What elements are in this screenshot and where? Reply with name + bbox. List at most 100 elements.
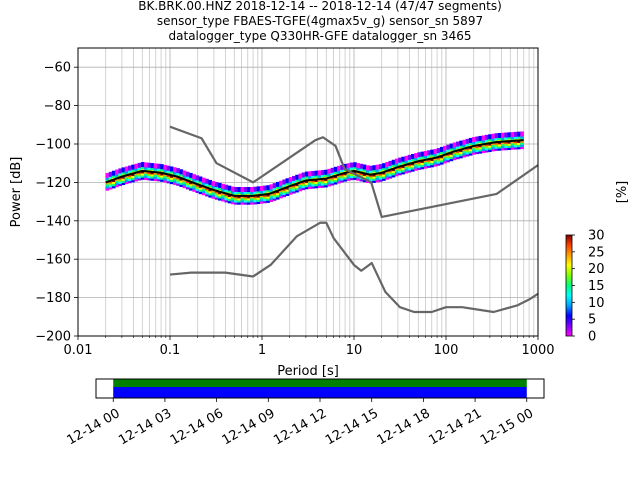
ppsd-cell bbox=[182, 170, 187, 176]
ppsd-cell bbox=[166, 165, 171, 171]
ppsd-cell bbox=[436, 148, 441, 154]
ppsd-cell bbox=[340, 164, 344, 170]
ppsd-cell bbox=[391, 159, 396, 165]
ppsd-cell bbox=[513, 131, 518, 137]
title-line-sensor: sensor_type FBAES-TGFE(4gmax5v_g) sensor… bbox=[157, 14, 483, 28]
ppsd-cell bbox=[375, 164, 380, 170]
ppsd-cell bbox=[484, 134, 489, 140]
noise-model-low-line bbox=[169, 221, 539, 314]
timeline-tick-label: 12-14 00 bbox=[65, 406, 123, 448]
colorbar-tick-label: 15 bbox=[588, 279, 605, 294]
ppsd-cell bbox=[201, 177, 206, 183]
ppsd-cell bbox=[124, 166, 129, 172]
plot-frame bbox=[77, 47, 539, 337]
ppsd-cell bbox=[417, 152, 422, 158]
ppsd-cell bbox=[256, 186, 261, 192]
ppsd-cell bbox=[488, 134, 492, 140]
noise-models-layer bbox=[169, 125, 539, 314]
ppsd-cell bbox=[317, 170, 322, 176]
timeline-tick-label: 12-14 21 bbox=[426, 406, 484, 448]
ppsd-cell bbox=[292, 175, 296, 181]
timeline-tick-label: 12-14 18 bbox=[375, 406, 433, 448]
title-line-datalogger: datalogger_type Q330HR-GFE datalogger_sn… bbox=[169, 29, 472, 43]
ppsd-cell bbox=[394, 158, 399, 164]
ppsd-cell bbox=[507, 132, 512, 138]
mean-curve-line bbox=[105, 139, 524, 197]
mean-curve-layer bbox=[105, 139, 524, 197]
ppsd-cell bbox=[494, 133, 499, 139]
ppsd-cell bbox=[404, 155, 409, 161]
ppsd-cell bbox=[343, 163, 348, 169]
noise-model-high-line bbox=[169, 125, 539, 219]
ppsd-cell bbox=[456, 141, 460, 147]
timeline-coverage-bottom bbox=[113, 387, 527, 398]
ppsd-cell bbox=[491, 133, 496, 139]
ppsd-cell bbox=[304, 171, 309, 177]
x-tick-label: 100 bbox=[434, 343, 459, 358]
ppsd-cell bbox=[111, 170, 116, 176]
y-tick-label: −200 bbox=[35, 330, 71, 345]
ppsd-cell bbox=[462, 139, 467, 145]
y-tick-label: −80 bbox=[44, 99, 71, 114]
ppsd-cell bbox=[401, 156, 405, 162]
ppsd-cell bbox=[327, 168, 332, 174]
ppsd-cell bbox=[478, 135, 483, 141]
colorbar-label: [%] bbox=[615, 181, 630, 204]
ppsd-cell bbox=[308, 171, 312, 177]
ppsd-cell bbox=[266, 185, 270, 191]
timeline-tick-label: 12-14 06 bbox=[168, 406, 226, 448]
timeline-coverage-top bbox=[113, 379, 527, 387]
ppsd-cell bbox=[446, 144, 450, 150]
x-tick-label: 0.01 bbox=[64, 343, 93, 358]
ppsd-cell bbox=[285, 178, 290, 184]
ppsd-cell bbox=[263, 185, 267, 191]
ppsd-cell bbox=[160, 164, 164, 170]
colorbar-tick-label: 25 bbox=[588, 245, 605, 260]
x-tick-label: 10 bbox=[346, 343, 363, 358]
ppsd-cell bbox=[230, 186, 235, 192]
ppsd-cell bbox=[481, 135, 486, 141]
ppsd-cell bbox=[115, 169, 119, 175]
y-tick-label: −100 bbox=[35, 138, 71, 153]
colorbar-tick-label: 0 bbox=[588, 330, 596, 345]
ppsd-cell bbox=[468, 137, 473, 143]
ppsd-cell bbox=[311, 170, 315, 176]
ppsd-cell bbox=[246, 187, 251, 193]
ppsd-cell bbox=[295, 174, 299, 180]
ppsd-cell bbox=[510, 132, 515, 138]
ppsd-cell bbox=[137, 162, 142, 168]
ppsd-cell bbox=[240, 187, 245, 193]
colorbar-gradient bbox=[565, 234, 573, 337]
x-axis-ticks: 0.01 0.1 1 10 100 1000 bbox=[64, 336, 555, 358]
ppsd-cell bbox=[337, 165, 341, 171]
colorbar-tick-label: 5 bbox=[588, 313, 596, 328]
colorbar-tick-label: 10 bbox=[588, 296, 605, 311]
ppsd-cell bbox=[185, 171, 190, 177]
x-tick-label: 0.1 bbox=[160, 343, 181, 358]
colorbar-tick-label: 30 bbox=[588, 229, 605, 244]
ppsd-cell bbox=[356, 163, 360, 169]
ppsd-cell bbox=[349, 162, 354, 168]
ppsd-cell bbox=[504, 132, 508, 138]
ppsd-cell bbox=[279, 180, 283, 186]
ppsd-cell bbox=[134, 163, 139, 169]
ppsd-plot-area: 0.01 0.1 1 10 100 1000 −60 −80 −100 −120 −140 −160… bbox=[9, 47, 555, 379]
ppsd-cell bbox=[282, 179, 286, 185]
ppsd-cell bbox=[179, 169, 184, 175]
ppsd-cell bbox=[269, 184, 274, 190]
x-tick-label: 1 bbox=[258, 343, 266, 358]
ppsd-cell bbox=[227, 185, 232, 191]
ppsd-cell bbox=[346, 163, 351, 169]
plot-background bbox=[78, 48, 538, 336]
ppsd-cell bbox=[443, 145, 447, 151]
ppsd-cell bbox=[459, 140, 463, 146]
ppsd-cell bbox=[410, 153, 415, 159]
y-tick-label: −120 bbox=[35, 176, 71, 191]
ppsd-cell bbox=[275, 181, 280, 187]
ppsd-cell bbox=[452, 142, 457, 148]
y-tick-label: −180 bbox=[35, 291, 71, 306]
ppsd-cell bbox=[388, 160, 393, 166]
